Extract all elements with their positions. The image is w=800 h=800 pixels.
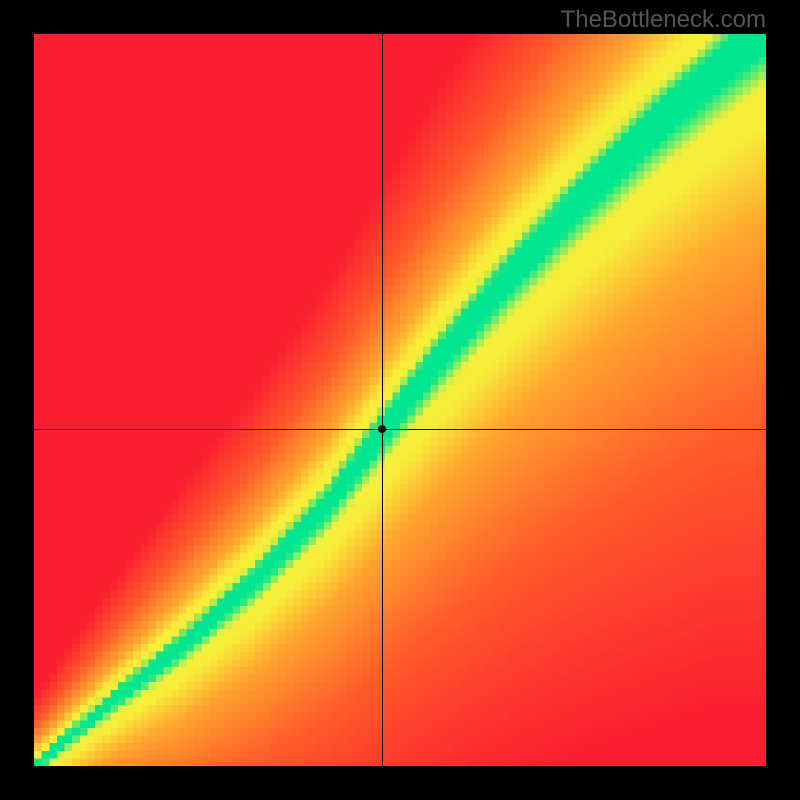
chart-frame: TheBottleneck.com	[0, 0, 800, 800]
watermark-text: TheBottleneck.com	[561, 6, 766, 34]
heatmap-plot	[34, 34, 766, 766]
heatmap-canvas	[34, 34, 766, 766]
